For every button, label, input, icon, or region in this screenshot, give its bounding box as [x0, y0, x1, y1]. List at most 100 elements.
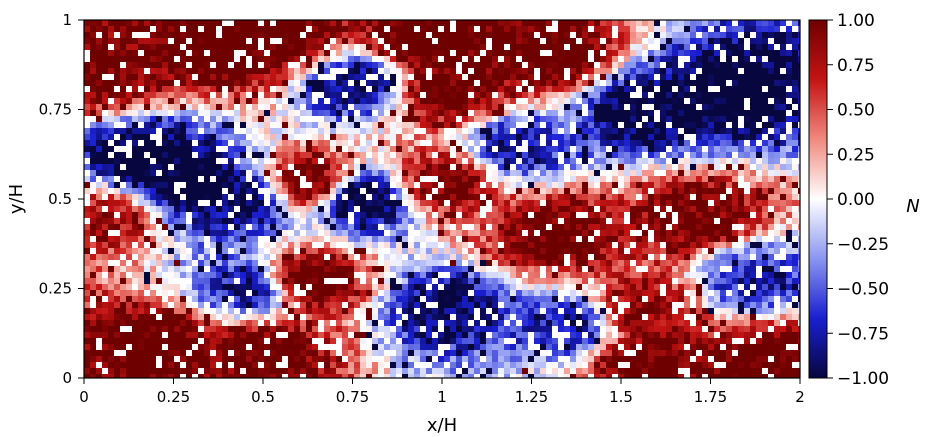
field-cell: [528, 152, 535, 159]
field-cell: [588, 242, 595, 249]
field-cell: [438, 86, 445, 93]
field-cell: [90, 104, 97, 111]
field-cell: [528, 98, 535, 105]
field-cell: [240, 38, 247, 45]
field-cell: [594, 188, 601, 195]
field-cell: [102, 152, 109, 159]
field-cell: [570, 140, 577, 147]
field-cell: [150, 200, 157, 207]
field-cell: [618, 146, 625, 153]
field-cell: [486, 212, 493, 219]
field-cell: [264, 86, 271, 93]
field-cell: [534, 80, 541, 87]
field-cell: [594, 92, 601, 99]
field-cell: [618, 218, 625, 225]
field-cell: [432, 194, 439, 201]
field-cell: [240, 104, 247, 111]
field-cell: [360, 80, 367, 87]
field-cell: [720, 140, 727, 147]
field-cell: [444, 26, 451, 33]
field-cell: [636, 44, 643, 51]
field-cell: [576, 170, 583, 177]
field-cell: [708, 128, 715, 135]
field-cell: [510, 38, 517, 45]
field-cell: [312, 206, 319, 213]
field-cell: [714, 164, 721, 171]
field-cell: [210, 152, 217, 159]
field-cell: [660, 188, 667, 195]
field-cell: [456, 164, 463, 171]
field-cell: [366, 170, 373, 177]
field-cell: [210, 242, 217, 249]
field-cell: [282, 212, 289, 219]
field-cell: [264, 224, 271, 231]
field-cell: [684, 86, 691, 93]
field-cell: [660, 146, 667, 153]
field-cell: [408, 260, 415, 267]
field-cell: [360, 128, 367, 135]
field-cell: [204, 266, 211, 273]
field-cell: [420, 98, 427, 105]
field-cell: [774, 20, 781, 27]
field-cell: [630, 38, 637, 45]
field-cell: [726, 80, 733, 87]
field-cell: [708, 218, 715, 225]
field-cell: [690, 44, 697, 51]
field-cell: [306, 74, 313, 81]
field-cell: [780, 242, 787, 249]
field-cell: [594, 182, 601, 189]
field-cell: [594, 116, 601, 123]
field-cell: [516, 230, 523, 237]
field-cell: [432, 56, 439, 63]
field-cell: [276, 122, 283, 129]
field-cell: [630, 188, 637, 195]
field-cell: [360, 74, 367, 81]
field-cell: [342, 98, 349, 105]
field-cell: [498, 56, 505, 63]
field-cell: [750, 50, 757, 57]
field-cell: [186, 254, 193, 261]
field-cell: [564, 218, 571, 225]
field-cell: [402, 242, 409, 249]
field-cell: [480, 164, 487, 171]
field-cell: [630, 44, 637, 51]
field-cell: [552, 38, 559, 45]
field-cell: [510, 260, 517, 267]
field-cell: [306, 56, 313, 63]
field-cell: [390, 230, 397, 237]
field-cell: [486, 116, 493, 123]
field-cell: [162, 116, 169, 123]
field-cell: [300, 98, 307, 105]
field-cell: [324, 200, 331, 207]
field-cell: [606, 236, 613, 243]
field-cell: [168, 200, 175, 207]
field-cell: [150, 206, 157, 213]
field-cell: [204, 218, 211, 225]
field-cell: [792, 218, 799, 225]
field-cell: [102, 44, 109, 51]
field-cell: [480, 128, 487, 135]
field-cell: [282, 80, 289, 87]
field-cell: [540, 176, 547, 183]
field-cell: [90, 254, 97, 261]
field-cell: [186, 200, 193, 207]
field-cell: [732, 176, 739, 183]
field-cell: [252, 230, 259, 237]
field-cell: [444, 176, 451, 183]
field-cell: [618, 32, 625, 39]
field-cell: [672, 98, 679, 105]
field-cell: [522, 140, 529, 147]
field-cell: [330, 104, 337, 111]
field-cell: [228, 26, 235, 33]
field-cell: [396, 194, 403, 201]
field-cell: [738, 236, 745, 243]
field-cell: [684, 152, 691, 159]
field-cell: [624, 152, 631, 159]
field-cell: [276, 230, 283, 237]
field-cell: [468, 26, 475, 33]
field-cell: [528, 26, 535, 33]
field-cell: [786, 20, 793, 27]
field-cell: [294, 134, 301, 141]
field-cell: [504, 20, 511, 27]
field-cell: [450, 242, 457, 249]
